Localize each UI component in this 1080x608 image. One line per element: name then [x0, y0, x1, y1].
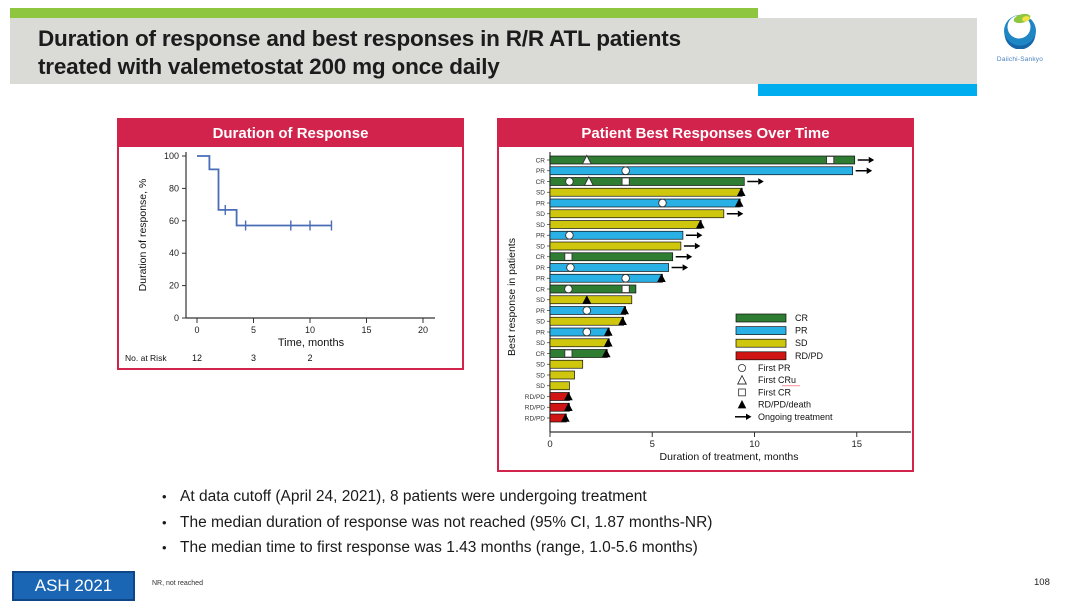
slide-title: Duration of response and best responses …: [38, 25, 938, 81]
svg-text:3: 3: [251, 353, 256, 363]
km-panel-title: Duration of Response: [119, 120, 462, 147]
svg-text:PR: PR: [536, 200, 545, 207]
bullet-item: The median time to first response was 1.…: [162, 535, 712, 561]
svg-text:20: 20: [418, 325, 428, 335]
svg-text:Time, months: Time, months: [278, 337, 345, 349]
svg-text:First CRu: First CRu: [758, 375, 796, 385]
svg-text:PR: PR: [536, 329, 545, 336]
svg-text:12: 12: [192, 353, 202, 363]
company-logo: Daiichi-Sankyo: [990, 11, 1050, 63]
daiichi-sankyo-logo-icon: [1004, 13, 1036, 50]
svg-text:SD: SD: [536, 211, 545, 218]
svg-text:PR: PR: [536, 276, 545, 283]
svg-text:SD: SD: [536, 362, 545, 369]
svg-text:PR: PR: [536, 168, 545, 175]
svg-text:10: 10: [305, 325, 315, 335]
conference-badge: ASH 2021: [12, 571, 135, 601]
svg-text:15: 15: [361, 325, 371, 335]
svg-text:PR: PR: [536, 308, 545, 315]
svg-text:Ongoing treatment: Ongoing treatment: [758, 412, 833, 422]
svg-text:CR: CR: [536, 254, 546, 261]
svg-text:Duration of response, %: Duration of response, %: [137, 179, 149, 292]
svg-text:CR: CR: [536, 351, 546, 358]
svg-text:5: 5: [650, 439, 655, 450]
slide-title-line2: treated with valemetostat 200 mg once da…: [38, 54, 500, 79]
header-accent-green-bar: [10, 8, 758, 18]
best-responses-panel: Patient Best Responses Over Time 0 5 10 15 D…: [497, 118, 914, 472]
svg-text:First CR: First CR: [758, 387, 791, 397]
svg-text:Duration of treatment, months: Duration of treatment, months: [660, 451, 799, 463]
svg-text:No. at Risk: No. at Risk: [125, 353, 167, 363]
svg-text:SD: SD: [795, 338, 808, 348]
svg-text:RD/PD: RD/PD: [525, 405, 546, 412]
svg-text:CR: CR: [536, 157, 546, 164]
svg-text:Best response in patients: Best response in patients: [506, 238, 518, 356]
svg-text:SD: SD: [536, 372, 545, 379]
svg-text:PR: PR: [536, 265, 545, 272]
svg-text:CR: CR: [536, 286, 546, 293]
svg-text:60: 60: [169, 216, 179, 226]
svg-text:SD: SD: [536, 340, 545, 347]
svg-text:2: 2: [307, 353, 312, 363]
page-number: 108: [1034, 577, 1050, 588]
svg-text:0: 0: [547, 439, 552, 450]
duration-of-response-panel: Duration of Response 0 5 10 15 20 0 20 40 60 80 10…: [117, 118, 464, 370]
svg-text:SD: SD: [536, 297, 545, 304]
svg-text:0: 0: [194, 325, 199, 335]
svg-text:80: 80: [169, 183, 179, 193]
svg-text:SD: SD: [536, 243, 545, 250]
swimmer-plot-chart: 0 5 10 15 Duration of treatment, months Best …: [506, 152, 911, 463]
svg-text:5: 5: [251, 325, 256, 335]
svg-text:0: 0: [174, 313, 179, 323]
svg-text:SD: SD: [536, 222, 545, 229]
header-accent-blue-bar: [758, 84, 977, 96]
svg-text:RD/PD/death: RD/PD/death: [758, 400, 811, 410]
svg-text:15: 15: [851, 439, 862, 450]
bullet-item: The median duration of response was not …: [162, 510, 712, 536]
slide-title-line1: Duration of response and best responses …: [38, 26, 681, 51]
svg-text:RD/PD: RD/PD: [525, 394, 546, 401]
svg-text:20: 20: [169, 281, 179, 291]
kaplan-meier-chart: 0 5 10 15 20 0 20 40 60 80 100 Time, months Duration…: [125, 151, 435, 363]
svg-text:SD: SD: [536, 383, 545, 390]
svg-text:SD: SD: [536, 190, 545, 197]
svg-text:CR: CR: [536, 179, 546, 186]
svg-text:RD/PD: RD/PD: [795, 351, 824, 361]
logo-caption: Daiichi-Sankyo: [996, 56, 1044, 63]
key-findings-list: At data cutoff (April 24, 2021), 8 patie…: [162, 484, 712, 561]
header-background: [10, 18, 977, 84]
abbreviation-footnote: NR, not reached: [152, 580, 203, 587]
svg-text:PR: PR: [536, 233, 545, 240]
svg-text:40: 40: [169, 248, 179, 258]
svg-text:100: 100: [164, 151, 179, 161]
bullet-item: At data cutoff (April 24, 2021), 8 patie…: [162, 484, 712, 510]
svg-text:PR: PR: [795, 326, 808, 336]
svg-text:CR: CR: [795, 313, 808, 323]
swimmer-panel-title: Patient Best Responses Over Time: [499, 120, 912, 147]
svg-text:RD/PD: RD/PD: [525, 415, 546, 422]
svg-text:First PR: First PR: [758, 363, 791, 373]
svg-text:10: 10: [749, 439, 760, 450]
svg-text:SD: SD: [536, 319, 545, 326]
